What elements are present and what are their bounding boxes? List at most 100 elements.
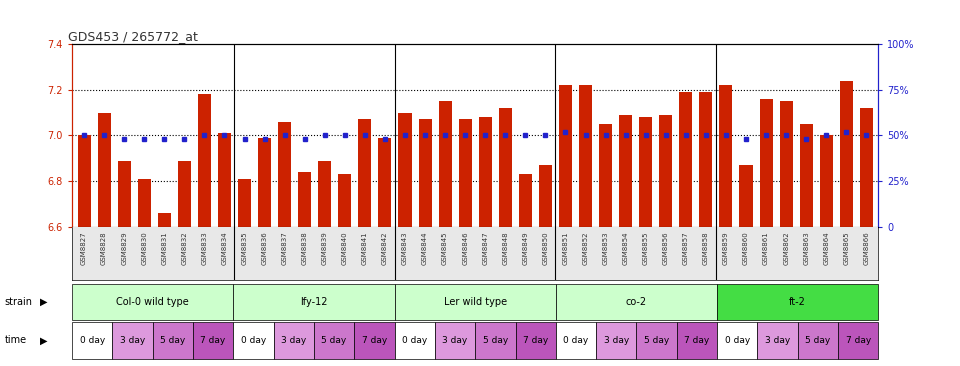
Text: GSM8831: GSM8831 [161,231,167,265]
Text: GSM8837: GSM8837 [281,231,288,265]
Bar [435,322,475,359]
Text: co-2: co-2 [626,297,647,307]
Text: GSM8830: GSM8830 [141,231,147,265]
Text: 5 day: 5 day [805,336,830,345]
Bar [233,322,274,359]
Text: GSM8843: GSM8843 [402,231,408,265]
Bar [157,213,171,227]
Bar [499,108,512,227]
Bar [118,161,131,227]
Text: GSM8854: GSM8854 [623,231,629,265]
Bar [475,322,516,359]
Text: GSM8842: GSM8842 [382,231,388,265]
Bar [539,165,552,227]
Text: 0 day: 0 day [80,336,105,345]
Text: GSM8836: GSM8836 [261,231,268,265]
Bar [677,322,717,359]
Text: time: time [5,335,27,346]
Bar [278,122,291,227]
Text: 5 day: 5 day [483,336,508,345]
Bar [238,179,251,227]
Text: ▶: ▶ [40,297,48,307]
Bar [516,322,556,359]
Text: 3 day: 3 day [281,336,306,345]
Text: GSM8832: GSM8832 [181,231,187,265]
Bar [258,138,271,227]
Text: GSM8852: GSM8852 [583,231,588,265]
Bar [274,322,314,359]
Text: 3 day: 3 day [120,336,145,345]
Text: 5 day: 5 day [160,336,185,345]
Bar [233,284,395,320]
Bar [798,322,838,359]
Bar [820,135,832,227]
Text: GSM8838: GSM8838 [301,231,308,265]
Bar [72,284,233,320]
Text: 3 day: 3 day [604,336,629,345]
Bar [757,322,798,359]
Text: 7 day: 7 day [523,336,548,345]
Bar [759,99,773,227]
Bar [717,322,757,359]
Text: GSM8862: GSM8862 [783,231,789,265]
Text: GSM8841: GSM8841 [362,231,368,265]
Text: GSM8833: GSM8833 [202,231,207,265]
Bar [338,174,351,227]
Text: GSM8859: GSM8859 [723,231,729,265]
Text: GSM8827: GSM8827 [81,231,87,265]
Text: GSM8844: GSM8844 [422,231,428,265]
Bar [660,115,672,227]
Bar [717,284,878,320]
Bar [800,124,813,227]
Text: ▶: ▶ [40,335,48,346]
Text: GSM8847: GSM8847 [482,231,489,265]
Text: lfy-12: lfy-12 [300,297,327,307]
Text: 0 day: 0 day [564,336,588,345]
Bar [398,113,412,227]
Text: strain: strain [5,297,33,307]
Bar [72,322,112,359]
Bar [198,94,211,227]
Bar [840,81,852,227]
Text: GSM8858: GSM8858 [703,231,708,265]
Text: GSM8835: GSM8835 [242,231,248,265]
Bar [395,284,556,320]
Bar [838,322,878,359]
Text: 5 day: 5 day [644,336,669,345]
Bar [556,322,596,359]
Bar [680,92,692,227]
Text: GSM8845: GSM8845 [443,231,448,265]
Bar [314,322,354,359]
Bar [559,85,572,227]
Bar [579,85,592,227]
Text: 3 day: 3 day [443,336,468,345]
Bar [193,322,233,359]
Text: Ler wild type: Ler wild type [444,297,507,307]
Bar [639,117,652,227]
Bar [479,117,492,227]
Text: GSM8863: GSM8863 [804,231,809,265]
Bar [599,124,612,227]
Text: GSM8846: GSM8846 [462,231,468,265]
Bar [153,322,193,359]
Text: GSM8856: GSM8856 [662,231,669,265]
Bar [358,119,372,227]
Text: GSM8855: GSM8855 [642,231,649,265]
Text: 0 day: 0 day [241,336,266,345]
Text: GSM8829: GSM8829 [121,231,127,265]
Text: GSM8860: GSM8860 [743,231,749,265]
Text: 7 day: 7 day [362,336,387,345]
Text: GSM8848: GSM8848 [502,231,508,265]
Bar [218,133,231,227]
Bar [739,165,753,227]
Text: GSM8857: GSM8857 [683,231,689,265]
Text: 0 day: 0 day [402,336,427,345]
Text: GSM8828: GSM8828 [101,231,108,265]
Bar [299,172,311,227]
Text: Col-0 wild type: Col-0 wild type [116,297,189,307]
Text: 0 day: 0 day [725,336,750,345]
Text: 3 day: 3 day [765,336,790,345]
Text: GSM8850: GSM8850 [542,231,548,265]
Bar [518,174,532,227]
Text: 7 day: 7 day [201,336,226,345]
